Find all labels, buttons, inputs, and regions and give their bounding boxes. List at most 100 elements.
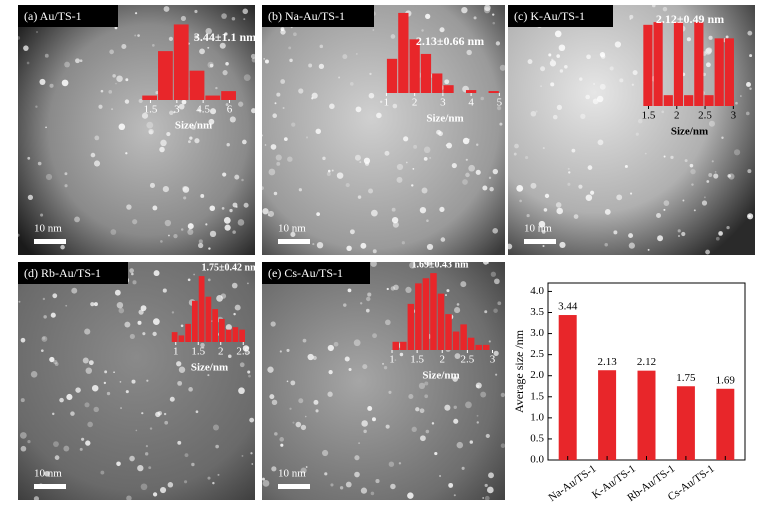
particle [94,135,100,141]
plots: (a) Au/TS-1 10 nm 1.5 3 4.5 6 Size/nm 3.44±1.1 … [18,5,746,504]
particle [616,194,623,201]
particle [52,412,55,416]
particle [497,301,502,306]
histogram-bar [409,39,420,93]
particle [292,421,295,424]
particle [371,417,376,422]
particle [169,396,175,402]
particle [613,230,618,235]
scale-bar [524,239,556,244]
particle [148,466,152,470]
particle [23,45,29,51]
particle [440,237,446,242]
particle [390,286,396,291]
particle [482,185,488,191]
particle [239,362,245,368]
particle [103,381,107,385]
particle [191,462,195,467]
particle [385,424,390,429]
particle [319,44,324,49]
particle [65,304,68,307]
particle [339,486,344,490]
particle [453,418,459,424]
particle [413,144,418,149]
particle [71,287,78,294]
micrograph [262,262,505,500]
particle [556,54,561,58]
particle [451,163,457,169]
annotation: 1.69±0.43 nm [412,259,470,270]
particle [88,360,94,366]
particle [403,136,409,142]
particle [242,8,249,15]
particle [224,32,228,36]
particle [305,136,309,139]
particle [706,113,709,116]
particle [197,242,204,249]
particle [394,359,397,361]
particle [386,287,389,291]
particle [420,435,426,442]
particle [262,479,270,487]
histogram-bar [221,91,236,100]
particle [355,106,362,113]
particle [75,387,81,393]
particle [541,229,546,234]
particle [231,282,238,289]
particle [425,429,430,434]
particle [629,14,634,19]
particle [453,405,457,410]
particle [100,470,105,475]
particle [678,235,680,237]
particle [20,337,26,343]
histogram-bar [219,318,225,342]
particle [465,172,470,178]
particle [242,345,250,352]
histogram-bar [714,38,724,107]
particle [270,321,276,327]
particle [421,29,424,32]
scale-bar-label: 10 nm [34,468,62,480]
particle [118,307,125,314]
particle [367,406,373,411]
particle [371,209,378,217]
particle [205,27,212,35]
particle [726,226,730,230]
particle [354,471,360,478]
particle [368,92,375,99]
particle [542,244,545,248]
particle [628,233,634,239]
panel-label: (d) Rb-Au/TS-1 [24,266,101,280]
particle [207,476,211,480]
particle [452,376,458,382]
particle [53,441,59,448]
particle [243,18,246,21]
particle [375,479,380,484]
annotation: 1.75±0.42 nm [202,262,260,273]
particle [740,95,742,97]
particle [64,184,68,188]
particle [121,44,127,50]
annotation: 2.12±0.49 nm [656,12,724,26]
particle [126,495,132,501]
particle [705,62,711,68]
particle [166,131,171,137]
bar [558,315,577,460]
particle [358,442,360,445]
particle [84,402,90,408]
particle [152,318,160,326]
x-tick-label: 2 [412,97,418,109]
y-tick-label: 0.0 [530,454,544,466]
particle [289,407,292,410]
particle [144,452,149,456]
particle [708,120,715,127]
particle [85,440,91,446]
particle [300,424,307,431]
particle [359,161,362,164]
particle [573,214,579,219]
particle [302,338,307,343]
histogram-bar [452,331,460,350]
particle [44,470,50,477]
particle [492,13,495,16]
particle [298,88,304,94]
